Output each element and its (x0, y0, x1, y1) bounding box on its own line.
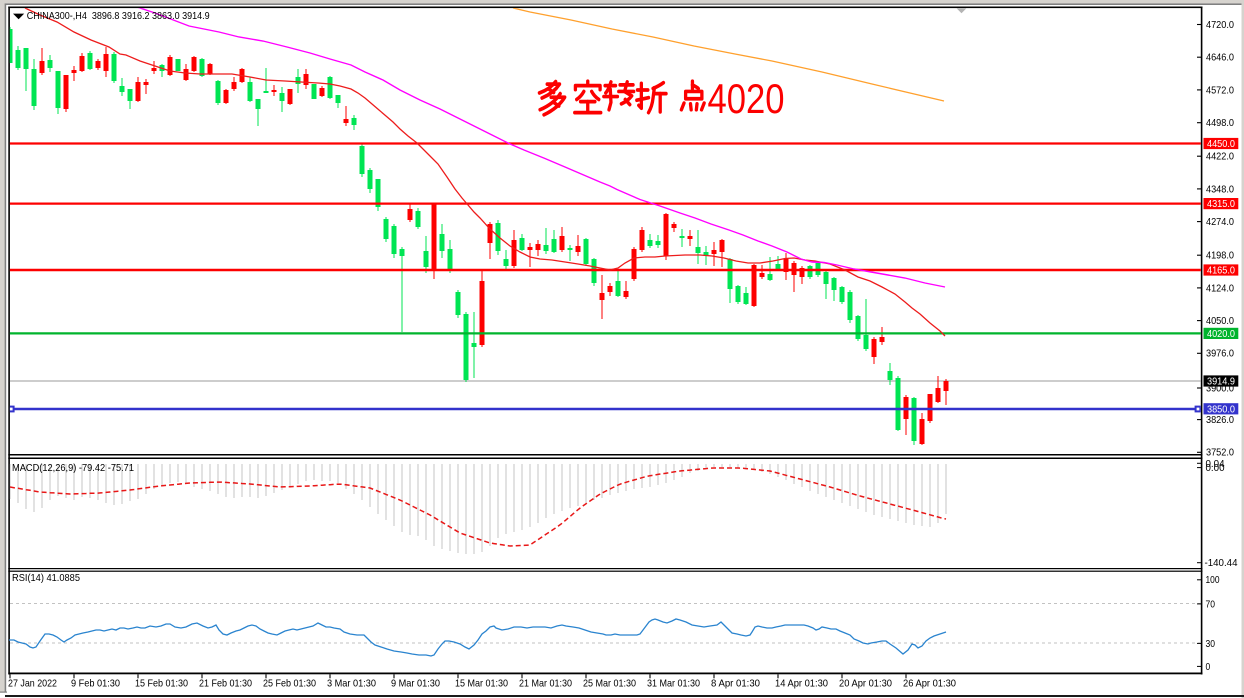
svg-text:25 Feb 01:30: 25 Feb 01:30 (263, 678, 316, 689)
svg-text:15 Feb 01:30: 15 Feb 01:30 (135, 678, 188, 689)
svg-text:MACD(12,26,9) -79.42 -75.71: MACD(12,26,9) -79.42 -75.71 (12, 463, 134, 474)
svg-text:RSI(14) 41.0885: RSI(14) 41.0885 (12, 573, 80, 584)
svg-text:31 Mar 01:30: 31 Mar 01:30 (647, 678, 700, 689)
svg-text:25 Mar 01:30: 25 Mar 01:30 (583, 678, 636, 689)
svg-text:3752.0: 3752.0 (1206, 448, 1234, 459)
svg-text:100: 100 (1206, 575, 1220, 586)
svg-text:4124.0: 4124.0 (1206, 283, 1234, 294)
svg-text:4165.0: 4165.0 (1207, 266, 1235, 277)
svg-text:26 Apr 01:30: 26 Apr 01:30 (903, 678, 956, 689)
svg-text:3850.0: 3850.0 (1207, 404, 1235, 415)
svg-text:21 Mar 01:30: 21 Mar 01:30 (519, 678, 572, 689)
svg-text:20 Apr 01:30: 20 Apr 01:30 (839, 678, 892, 689)
svg-text:3900.0: 3900.0 (1206, 383, 1234, 394)
svg-text:4720.0: 4720.0 (1206, 20, 1234, 31)
svg-text:4450.0: 4450.0 (1207, 139, 1235, 150)
svg-text:9 Feb 01:30: 9 Feb 01:30 (71, 678, 120, 689)
svg-text:0.04: 0.04 (1206, 459, 1225, 470)
svg-text:15 Mar 01:30: 15 Mar 01:30 (455, 678, 508, 689)
svg-text:3914.9: 3914.9 (1207, 377, 1235, 388)
svg-text:9 Mar 01:30: 9 Mar 01:30 (391, 678, 440, 689)
svg-text:3976.0: 3976.0 (1206, 349, 1234, 360)
svg-text:4198.0: 4198.0 (1206, 251, 1234, 262)
svg-text:4572.0: 4572.0 (1206, 85, 1234, 96)
svg-text:0: 0 (1206, 662, 1211, 673)
svg-text:14 Apr 01:30: 14 Apr 01:30 (775, 678, 828, 689)
svg-text:8 Apr 01:30: 8 Apr 01:30 (711, 678, 760, 689)
svg-text:70: 70 (1206, 599, 1216, 610)
svg-text:3 Mar 01:30: 3 Mar 01:30 (327, 678, 376, 689)
svg-text:3826.0: 3826.0 (1206, 415, 1234, 426)
svg-text:4050.0: 4050.0 (1206, 316, 1234, 327)
svg-text:30: 30 (1206, 639, 1216, 650)
svg-text:4646.0: 4646.0 (1206, 53, 1234, 64)
svg-text:0.00: 0.00 (1206, 463, 1225, 474)
svg-text:4315.0: 4315.0 (1207, 199, 1235, 210)
svg-text:27 Jan 2022: 27 Jan 2022 (8, 678, 57, 689)
svg-text:4422.0: 4422.0 (1206, 152, 1234, 163)
svg-text:CHINA300-,H4 3896.8 3916.2 38: CHINA300-,H4 3896.8 3916.2 3863.0 3914.9 (27, 10, 210, 22)
svg-text:4274.0: 4274.0 (1206, 217, 1234, 228)
svg-text:4498.0: 4498.0 (1206, 118, 1234, 129)
svg-text:21 Feb 01:30: 21 Feb 01:30 (199, 678, 252, 689)
svg-text:4348.0: 4348.0 (1206, 184, 1234, 195)
svg-text:4020.0: 4020.0 (1207, 329, 1235, 340)
svg-text:4020: 4020 (708, 75, 785, 122)
svg-text:-140.44: -140.44 (1205, 558, 1238, 569)
